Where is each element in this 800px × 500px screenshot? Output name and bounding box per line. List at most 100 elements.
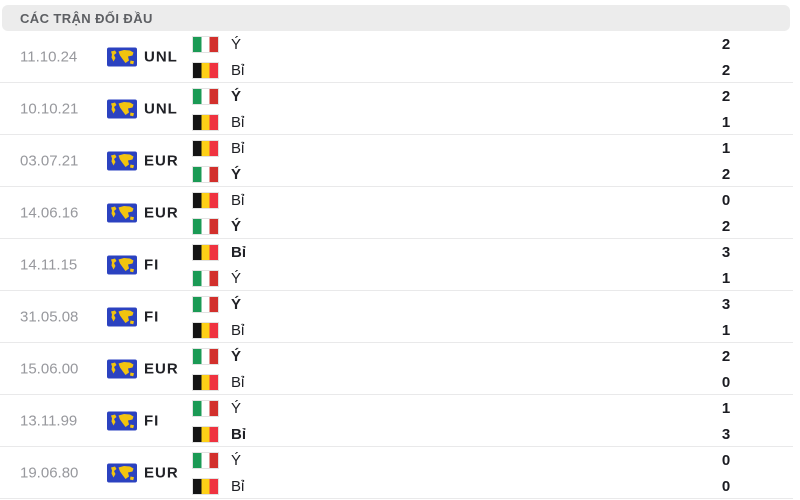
- match-date: 03.07.21: [20, 152, 79, 169]
- match-row[interactable]: 11.10.24 UNL Ý 2 Bỉ 2: [0, 31, 793, 83]
- competition-label: EUR: [144, 152, 179, 169]
- team-name: Ý: [231, 269, 242, 287]
- team-line: Bỉ 1: [192, 317, 793, 343]
- team-score: 2: [721, 61, 731, 79]
- team-name: Ý: [231, 87, 242, 105]
- belgium-flag-icon: [192, 139, 219, 157]
- match-date: 15.06.00: [20, 360, 79, 377]
- section-header: CÁC TRẬN ĐỐI ĐẦU: [2, 5, 790, 31]
- team-line: Bỉ 3: [192, 239, 793, 265]
- team-name: Bỉ: [231, 191, 245, 209]
- match-date: 31.05.08: [20, 308, 79, 325]
- belgium-flag-icon: [192, 191, 219, 209]
- team-score: 1: [721, 139, 731, 157]
- match-date: 11.10.24: [20, 48, 78, 65]
- world-map-icon: [107, 99, 137, 118]
- team-line: Ý 1: [192, 265, 793, 291]
- team-line: Bỉ 3: [192, 421, 793, 447]
- italy-flag-icon: [192, 217, 219, 235]
- team-line: Bỉ 1: [192, 109, 793, 135]
- team-line: Ý 2: [192, 31, 793, 57]
- belgium-flag-icon: [192, 373, 219, 391]
- team-name: Bỉ: [231, 113, 245, 131]
- team-score: 0: [721, 477, 731, 495]
- team-line: Ý 1: [192, 395, 793, 421]
- world-map-icon: [107, 307, 137, 326]
- italy-flag-icon: [192, 165, 219, 183]
- competition: UNL: [107, 99, 178, 118]
- match-date: 14.11.15: [20, 256, 78, 273]
- world-map-icon: [107, 151, 137, 170]
- italy-flag-icon: [192, 399, 219, 417]
- competition: FI: [107, 307, 159, 326]
- world-map-icon: [107, 255, 137, 274]
- belgium-flag-icon: [192, 113, 219, 131]
- team-name: Bỉ: [231, 425, 246, 443]
- team-score: 1: [721, 113, 731, 131]
- section-title: CÁC TRẬN ĐỐI ĐẦU: [20, 10, 153, 26]
- belgium-flag-icon: [192, 477, 219, 495]
- competition-label: UNL: [144, 48, 178, 65]
- italy-flag-icon: [192, 269, 219, 287]
- belgium-flag-icon: [192, 243, 219, 261]
- team-name: Ý: [231, 217, 242, 235]
- team-name: Bỉ: [231, 61, 245, 79]
- team-score: 0: [721, 191, 731, 209]
- team-score: 2: [721, 35, 731, 53]
- team-name: Ý: [231, 347, 242, 365]
- match-row[interactable]: 19.06.80 EUR Ý 0 Bỉ 0: [0, 447, 793, 499]
- team-line: Bỉ 0: [192, 187, 793, 213]
- match-row[interactable]: 10.10.21 UNL Ý 2 Bỉ 1: [0, 83, 793, 135]
- italy-flag-icon: [192, 451, 219, 469]
- team-name: Ý: [231, 35, 242, 53]
- team-line: Ý 2: [192, 213, 793, 239]
- team-name: Ý: [231, 399, 242, 417]
- team-line: Ý 2: [192, 83, 793, 109]
- team-line: Ý 0: [192, 447, 793, 473]
- italy-flag-icon: [192, 295, 219, 313]
- team-score: 2: [721, 87, 731, 105]
- belgium-flag-icon: [192, 61, 219, 79]
- competition: EUR: [107, 359, 179, 378]
- team-score: 2: [721, 347, 731, 365]
- team-line: Ý 2: [192, 343, 793, 369]
- match-row[interactable]: 03.07.21 EUR Bỉ 1 Ý 2: [0, 135, 793, 187]
- team-name: Bỉ: [231, 139, 245, 157]
- world-map-icon: [107, 47, 137, 66]
- world-map-icon: [107, 203, 137, 222]
- match-row[interactable]: 15.06.00 EUR Ý 2 Bỉ 0: [0, 343, 793, 395]
- match-date: 14.06.16: [20, 204, 79, 221]
- competition: EUR: [107, 203, 179, 222]
- match-row[interactable]: 31.05.08 FI Ý 3 Bỉ 1: [0, 291, 793, 343]
- competition: FI: [107, 411, 159, 430]
- world-map-icon: [107, 463, 137, 482]
- competition: FI: [107, 255, 159, 274]
- team-line: Ý 2: [192, 161, 793, 187]
- match-date: 19.06.80: [20, 464, 79, 481]
- match-row[interactable]: 14.06.16 EUR Bỉ 0 Ý 2: [0, 187, 793, 239]
- team-score: 2: [721, 165, 731, 183]
- team-score: 0: [721, 451, 731, 469]
- team-name: Bỉ: [231, 373, 245, 391]
- world-map-icon: [107, 411, 137, 430]
- competition-label: UNL: [144, 100, 178, 117]
- competition: EUR: [107, 151, 179, 170]
- competition-label: EUR: [144, 464, 179, 481]
- match-row[interactable]: 13.11.99 FI Ý 1 Bỉ 3: [0, 395, 793, 447]
- match-list: 11.10.24 UNL Ý 2 Bỉ 2 10.10.21: [0, 31, 793, 499]
- match-row[interactable]: 14.11.15 FI Bỉ 3 Ý 1: [0, 239, 793, 291]
- competition: EUR: [107, 463, 179, 482]
- belgium-flag-icon: [192, 321, 219, 339]
- competition-label: FI: [144, 308, 160, 325]
- world-map-icon: [107, 359, 137, 378]
- team-name: Ý: [231, 295, 242, 313]
- team-score: 0: [721, 373, 731, 391]
- team-name: Bỉ: [231, 477, 245, 495]
- team-score: 3: [721, 425, 731, 443]
- competition-label: FI: [144, 256, 160, 273]
- team-score: 1: [721, 321, 731, 339]
- team-name: Ý: [231, 165, 242, 183]
- team-line: Bỉ 0: [192, 369, 793, 395]
- team-line: Bỉ 0: [192, 473, 793, 499]
